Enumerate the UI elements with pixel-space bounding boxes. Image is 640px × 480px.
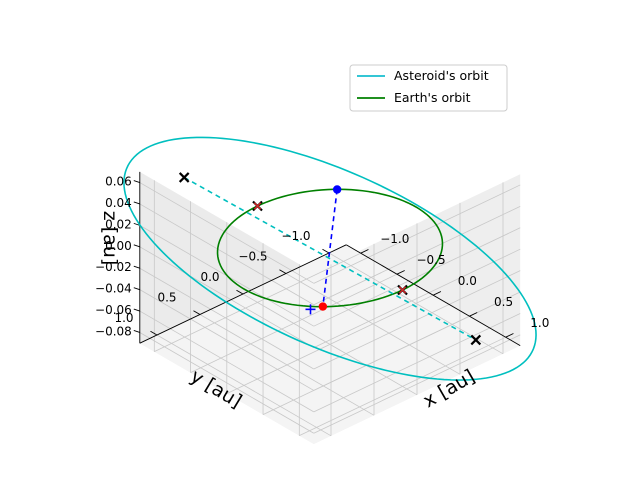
y-tick-mark xyxy=(279,269,287,274)
aphelion-marker xyxy=(178,172,190,183)
node-red-marker xyxy=(318,302,328,311)
grid-z-left-wall xyxy=(139,310,315,413)
z-tick-label: −0.04 xyxy=(95,282,132,296)
tick-labels: −1.0 −0.5 0.0 0.5 1.0 1.0 0.5 0.0 −0.5 −1.0 0.06 0.… xyxy=(95,175,549,339)
z-tick-label: −0.08 xyxy=(95,324,132,338)
grid-z-left-wall xyxy=(139,246,315,348)
grid-z-right-wall xyxy=(313,227,521,327)
z-tick-label: 0.06 xyxy=(105,175,132,189)
x-tick-mark xyxy=(469,312,478,317)
z-tick-label: 0.04 xyxy=(105,196,132,210)
grid-y-floor xyxy=(199,314,375,416)
x-tick-label: 0.0 xyxy=(458,274,477,288)
asteroid-orbit-line xyxy=(123,136,537,381)
grid-z-left-wall xyxy=(139,289,315,391)
grid-z-left-wall xyxy=(139,182,315,284)
y-tick-mark xyxy=(150,330,158,336)
y-tick-label: 0.5 xyxy=(157,291,176,305)
grid-y-floor xyxy=(242,293,418,396)
axis-lines xyxy=(133,171,521,346)
z-tick-mark xyxy=(133,265,140,269)
z-axis-label: z [au] xyxy=(99,211,121,266)
node-blue-marker xyxy=(332,185,342,194)
x-tick-label: 1.0 xyxy=(530,316,549,330)
perihelion-marker xyxy=(470,334,482,346)
node-plus-marker xyxy=(305,304,316,315)
marker-stroke xyxy=(253,202,262,210)
legend-label-earth: Earth's orbit xyxy=(394,90,471,105)
y-tick-label: 0.0 xyxy=(200,270,219,284)
z-tick-label: −0.06 xyxy=(95,303,132,317)
grid-z-left-wall xyxy=(139,267,315,370)
y-tick-label: 1.0 xyxy=(114,311,133,325)
x-tick-mark xyxy=(505,333,514,338)
z-tick-label: 0.00 xyxy=(105,239,132,253)
plot-area xyxy=(123,136,537,381)
earth-red-right-marker xyxy=(398,286,407,294)
y-tick-mark xyxy=(322,248,330,254)
y-tick-mark xyxy=(236,289,244,295)
x-tick-label: 0.5 xyxy=(494,295,513,309)
grid-z-right-wall xyxy=(313,205,521,306)
marker-stroke xyxy=(178,172,190,183)
grid-z-right-wall xyxy=(313,334,521,434)
marker-stroke xyxy=(470,334,482,346)
axis-panes xyxy=(139,171,521,444)
legend: Asteroid's orbit Earth's orbit xyxy=(349,64,508,112)
x-tick-mark xyxy=(433,291,442,296)
grid-z-right-wall xyxy=(313,184,521,284)
z-tick-label: 0.02 xyxy=(105,217,132,231)
z-tick-mark xyxy=(133,201,140,205)
x-tick-label: −1.0 xyxy=(380,232,409,246)
earth-red-left-marker xyxy=(253,202,262,210)
grid-z-left-wall xyxy=(139,332,315,434)
grid-y-floor xyxy=(285,273,461,375)
grid-y-floor xyxy=(156,334,332,437)
z-tick-mark xyxy=(133,180,140,183)
grid-z-right-wall xyxy=(313,248,521,348)
y-tick-mark xyxy=(193,310,201,315)
legend-frame xyxy=(349,64,508,112)
legend-label-asteroid: Asteroid's orbit xyxy=(394,68,489,83)
marker-stroke xyxy=(398,286,407,294)
z-tick-mark xyxy=(133,308,140,312)
grid-z-right-wall xyxy=(313,270,521,370)
z-tick-mark xyxy=(133,330,140,333)
grid-z-left-wall xyxy=(139,203,315,306)
grid-z-right-wall xyxy=(313,313,521,413)
y-tick-label: −1.0 xyxy=(281,229,310,243)
z-tick-label: −0.02 xyxy=(95,260,132,274)
x-tick-mark xyxy=(360,249,369,254)
x-tick-mark xyxy=(396,270,405,275)
grid-lines xyxy=(139,180,521,437)
y-tick-label: −0.5 xyxy=(238,250,267,264)
nodes-dashed-line xyxy=(322,189,338,307)
z-tick-mark xyxy=(133,244,140,248)
apsides-dashed-line xyxy=(183,176,477,341)
grid-z-right-wall xyxy=(313,291,521,391)
z-tick-mark xyxy=(133,222,140,226)
x-tick-label: −0.5 xyxy=(416,253,445,267)
z-tick-mark xyxy=(133,287,140,291)
